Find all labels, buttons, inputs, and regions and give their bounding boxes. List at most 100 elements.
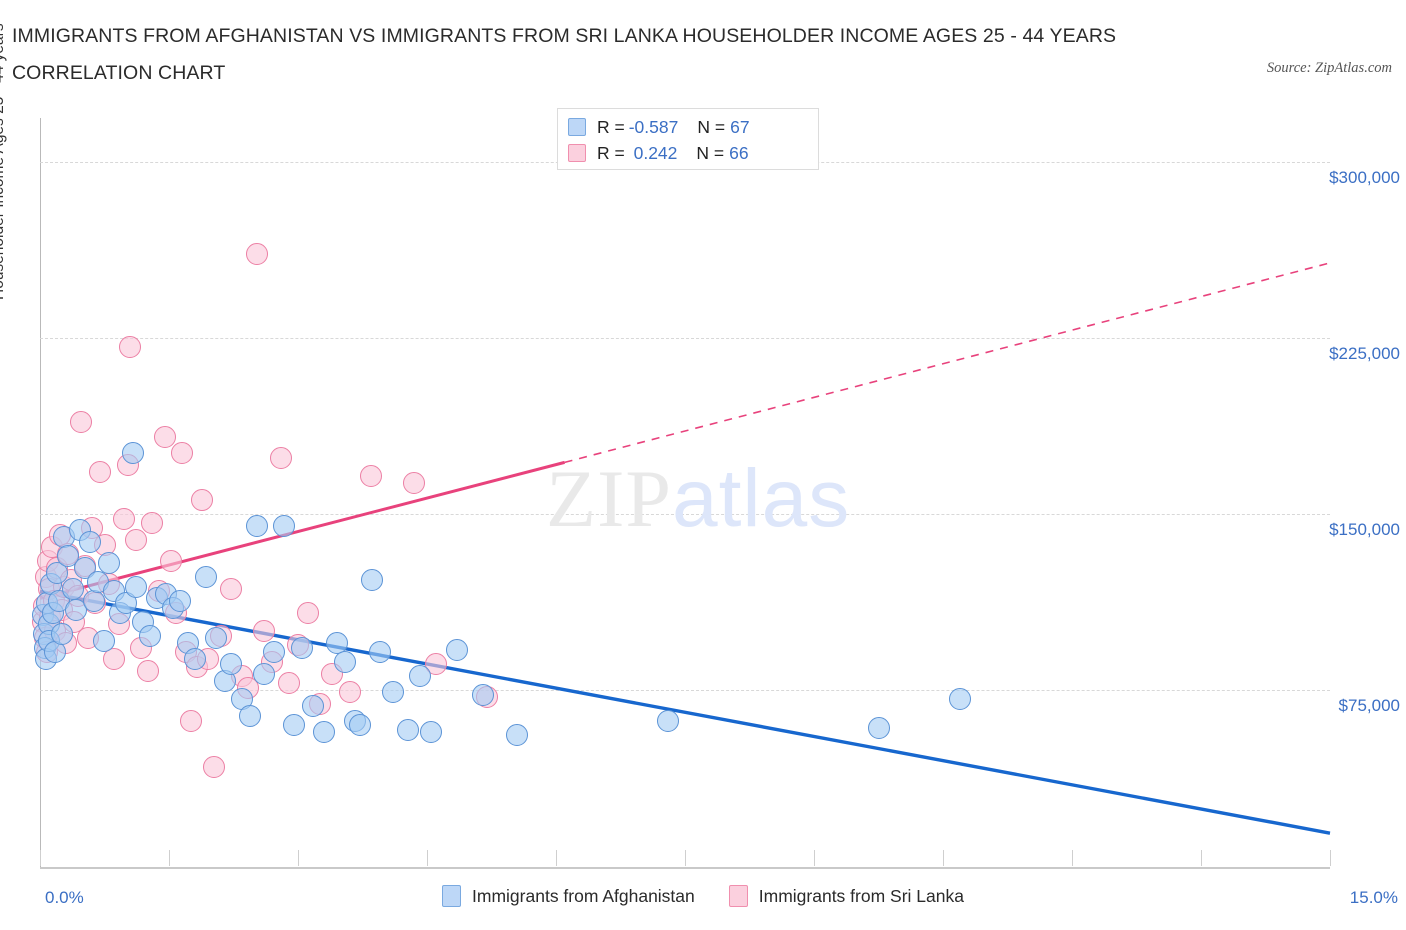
- stats-n-label-blue: N =: [697, 116, 726, 137]
- page-title: IMMIGRANTS FROM AFGHANISTAN VS IMMIGRANT…: [12, 18, 1262, 92]
- scatter-point: [113, 507, 136, 530]
- scatter-point: [368, 641, 391, 664]
- stats-n-label-pink: N =: [696, 142, 725, 163]
- y-tick-label: $300,000: [1329, 168, 1400, 187]
- legend-swatch-srilanka-icon: [728, 885, 748, 907]
- scatter-point: [125, 528, 148, 551]
- x-axis-min-label: 0.0%: [45, 888, 84, 907]
- scatter-point: [334, 650, 357, 673]
- scatter-point: [252, 662, 275, 685]
- x-tick-mark: [556, 850, 557, 866]
- y-tick-label: $150,000: [1329, 520, 1400, 539]
- scatter-point: [446, 639, 469, 662]
- scatter-point: [43, 641, 66, 664]
- scatter-point: [219, 653, 242, 676]
- scatter-point: [245, 242, 268, 265]
- scatter-point: [278, 671, 301, 694]
- source-attribution: Source: ZipAtlas.com: [1266, 60, 1392, 76]
- trend-lines: [39, 262, 1331, 835]
- scatter-point: [656, 709, 679, 732]
- x-tick-mark: [1330, 850, 1331, 866]
- legend-label-afghanistan: Immigrants from Afghanistan: [472, 885, 695, 906]
- x-tick-mark: [427, 850, 428, 866]
- scatter-point: [180, 709, 203, 732]
- stats-swatch-pink-icon: [568, 144, 586, 162]
- scatter-point: [92, 629, 115, 652]
- scatter-point: [302, 695, 325, 718]
- scatter-point: [102, 648, 125, 671]
- scatter-point: [403, 472, 426, 495]
- trend-line-dashed-immigrants-from-sri-lanka: [564, 262, 1331, 464]
- scatter-point: [190, 488, 213, 511]
- scatter-point: [397, 718, 420, 741]
- scatter-point: [194, 566, 217, 589]
- scatter-point: [183, 648, 206, 671]
- trend-line-immigrants-from-afghanistan: [39, 589, 1331, 835]
- scatter-point: [338, 681, 361, 704]
- scatter-point: [159, 549, 182, 572]
- scatter-point: [312, 721, 335, 744]
- scatter-point: [252, 620, 275, 643]
- scatter-point: [140, 512, 163, 535]
- scatter-point: [153, 425, 176, 448]
- x-tick-mark: [1072, 850, 1073, 866]
- x-axis-max-label: 15.0%: [1349, 888, 1398, 907]
- scatter-point: [348, 714, 371, 737]
- scatter-point: [506, 723, 529, 746]
- chart-title-text: IMMIGRANTS FROM AFGHANISTAN VS IMMIGRANT…: [12, 25, 1117, 84]
- scatter-point: [136, 660, 159, 683]
- x-tick-mark: [943, 850, 944, 866]
- scatter-point: [273, 514, 296, 537]
- scatter-point: [949, 688, 972, 711]
- scatter-point: [121, 441, 144, 464]
- scatter-point: [83, 589, 106, 612]
- stats-row-afghanistan: R = -0.587 N = 67: [568, 114, 808, 140]
- stats-row-srilanka: R = 0.242 N = 66: [568, 140, 808, 166]
- scatter-point: [269, 446, 292, 469]
- stats-r-label-blue: R =: [597, 116, 625, 137]
- legend-label-srilanka: Immigrants from Sri Lanka: [758, 885, 964, 906]
- scatter-point: [89, 460, 112, 483]
- scatter-point: [471, 683, 494, 706]
- gridline-y: [40, 514, 1330, 515]
- scatter-point: [381, 681, 404, 704]
- stats-n-value-blue: 67: [730, 116, 750, 137]
- scatter-point: [97, 552, 120, 575]
- stats-n-value-pink: 66: [729, 142, 749, 163]
- scatter-point: [297, 601, 320, 624]
- y-tick-label: $75,000: [1338, 696, 1400, 715]
- legend-item-srilanka[interactable]: Immigrants from Sri Lanka: [728, 885, 964, 907]
- scatter-point: [245, 514, 268, 537]
- y-tick-label: $225,000: [1329, 344, 1400, 363]
- scatter-point: [65, 599, 88, 622]
- scatter-point: [360, 465, 383, 488]
- scatter-point: [238, 704, 261, 727]
- scatter-point: [219, 578, 242, 601]
- correlation-stats-box: R = -0.587 N = 67 R = 0.242 N = 66: [557, 108, 819, 170]
- scatter-point: [205, 627, 228, 650]
- x-tick-mark: [40, 850, 41, 866]
- scatter-point: [125, 575, 148, 598]
- scatter-point: [119, 336, 142, 359]
- stats-r-value-blue: -0.587: [628, 116, 679, 137]
- legend-item-afghanistan[interactable]: Immigrants from Afghanistan: [442, 885, 695, 907]
- stats-r-label-pink: R =: [597, 142, 625, 163]
- scatter-point: [61, 578, 84, 601]
- scatter-point: [291, 636, 314, 659]
- scatter-point: [262, 641, 285, 664]
- scatter-point: [70, 411, 93, 434]
- scatter-point: [169, 589, 192, 612]
- series-legend: Immigrants from Afghanistan Immigrants f…: [0, 885, 1406, 907]
- stats-r-value-pink: 0.242: [628, 142, 678, 163]
- gridline-y: [40, 338, 1330, 339]
- y-axis-line: [40, 118, 41, 868]
- scatter-point: [57, 545, 80, 568]
- x-tick-mark: [814, 850, 815, 866]
- scatter-point: [420, 721, 443, 744]
- plot-area: [32, 118, 1331, 866]
- x-tick-mark: [169, 850, 170, 866]
- y-axis-title: Householder Income Ages 25 - 44 years: [0, 23, 7, 300]
- scatter-point: [46, 561, 69, 584]
- scatter-point: [282, 714, 305, 737]
- x-axis-line: [40, 867, 1330, 869]
